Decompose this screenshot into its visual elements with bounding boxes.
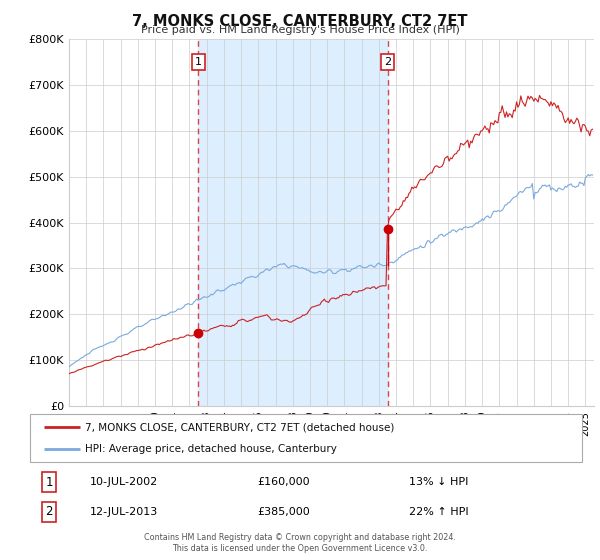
Text: 7, MONKS CLOSE, CANTERBURY, CT2 7ET: 7, MONKS CLOSE, CANTERBURY, CT2 7ET [132, 14, 468, 29]
Text: 1: 1 [195, 57, 202, 67]
Text: 13% ↓ HPI: 13% ↓ HPI [409, 477, 468, 487]
Text: HPI: Average price, detached house, Canterbury: HPI: Average price, detached house, Cant… [85, 444, 337, 454]
Bar [199, 39, 388, 406]
Text: £385,000: £385,000 [257, 507, 310, 517]
Text: Contains HM Land Registry data © Crown copyright and database right 2024.: Contains HM Land Registry data © Crown c… [144, 533, 456, 542]
Text: 2: 2 [46, 505, 53, 518]
Text: 12-JUL-2013: 12-JUL-2013 [90, 507, 158, 517]
Text: 1: 1 [46, 476, 53, 489]
Text: 7, MONKS CLOSE, CANTERBURY, CT2 7ET (detached house): 7, MONKS CLOSE, CANTERBURY, CT2 7ET (det… [85, 422, 395, 432]
Text: Price paid vs. HM Land Registry's House Price Index (HPI): Price paid vs. HM Land Registry's House … [140, 25, 460, 35]
Text: 10-JUL-2002: 10-JUL-2002 [90, 477, 158, 487]
Text: This data is licensed under the Open Government Licence v3.0.: This data is licensed under the Open Gov… [172, 544, 428, 553]
Text: £160,000: £160,000 [257, 477, 310, 487]
Text: 22% ↑ HPI: 22% ↑ HPI [409, 507, 468, 517]
Text: 2: 2 [384, 57, 391, 67]
